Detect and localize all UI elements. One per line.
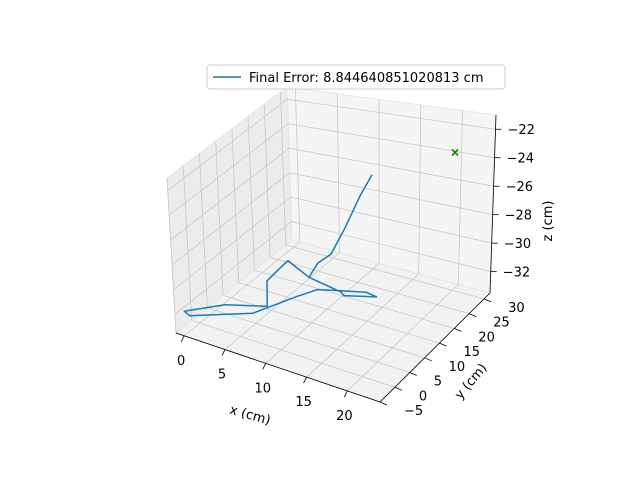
x-axis-label: x (cm) xyxy=(228,403,272,429)
z-tick-label: −26 xyxy=(506,180,533,195)
y-tick-mark xyxy=(425,358,432,361)
y-tick-label: 0 xyxy=(419,389,427,404)
z-axis-label: z (cm) xyxy=(541,201,556,242)
x-tick-label: 0 xyxy=(177,354,185,369)
y-tick-label: 15 xyxy=(464,345,481,360)
y-tick-mark xyxy=(484,299,491,302)
legend-entry-label: Final Error: 8.844640851020813 cm xyxy=(249,71,483,86)
y-tick-label: 20 xyxy=(478,330,495,345)
y-tick-mark xyxy=(410,373,417,376)
y-tick-mark xyxy=(439,343,446,346)
y-tick-mark xyxy=(454,328,461,331)
x-tick-mark xyxy=(181,336,184,342)
z-tick-label: −28 xyxy=(505,209,532,224)
y-tick-label: 25 xyxy=(493,316,510,331)
legend: Final Error: 8.844640851020813 cm xyxy=(207,65,505,89)
z-tick-label: −32 xyxy=(503,266,530,281)
z-tick-label: −22 xyxy=(508,123,535,138)
y-tick-mark xyxy=(469,314,476,317)
z-tick-label: −30 xyxy=(504,237,531,252)
x-tick-mark xyxy=(304,377,307,383)
z-tick-label: −24 xyxy=(507,152,534,167)
x-tick-label: 10 xyxy=(255,381,272,396)
x-tick-mark xyxy=(344,391,347,397)
x-tick-label: 20 xyxy=(336,409,353,424)
x-tick-mark xyxy=(263,363,266,369)
x-tick-label: 15 xyxy=(295,395,312,410)
y-tick-label: −5 xyxy=(404,404,423,419)
x-tick-label: 5 xyxy=(218,368,226,383)
y-tick-mark xyxy=(395,387,402,390)
axis-panes xyxy=(167,87,496,402)
y-tick-mark xyxy=(380,402,387,405)
y-tick-label: 5 xyxy=(434,375,442,390)
x-tick-mark xyxy=(222,350,225,356)
y-tick-label: 10 xyxy=(449,360,466,375)
y-tick-label: 30 xyxy=(508,301,525,316)
